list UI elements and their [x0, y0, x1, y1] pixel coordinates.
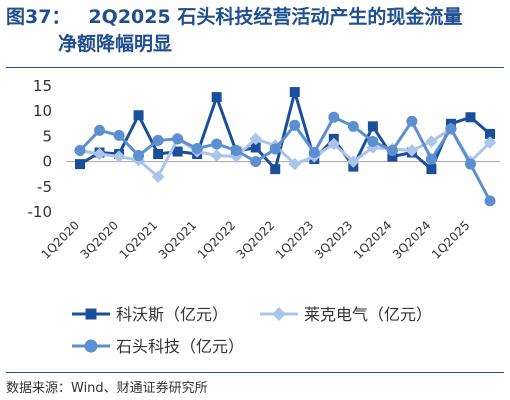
legend-marker-kewosi	[85, 308, 97, 320]
data-point-laike	[425, 135, 438, 148]
y-tick-label: 5	[42, 127, 52, 145]
data-point-kewosi	[387, 151, 398, 162]
y-tick-label: 0	[42, 153, 52, 171]
y-tick-label: 15	[33, 77, 52, 95]
series-line-kewosi	[79, 90, 491, 171]
data-point-shitou	[347, 120, 359, 132]
x-tick-label: 3Q2022	[234, 218, 278, 262]
data-point-shitou	[445, 123, 457, 135]
data-point-shitou	[211, 138, 223, 150]
x-tick-label: 1Q2025	[429, 218, 473, 262]
data-point-kewosi	[485, 128, 495, 139]
data-point-shitou	[425, 153, 437, 165]
y-tick-label: -5	[37, 178, 52, 196]
data-point-shitou	[464, 158, 476, 170]
data-point-laike	[483, 136, 497, 149]
data-point-kewosi	[426, 164, 437, 175]
data-point-kewosi	[250, 142, 261, 153]
data-point-kewosi	[153, 149, 164, 160]
data-point-shitou	[367, 135, 379, 147]
figure-label: 图37：	[6, 6, 71, 28]
data-point-shitou	[386, 145, 398, 157]
source-note: 数据来源：Wind、财通证券研究所	[6, 381, 208, 396]
x-tick-label: 1Q2024	[351, 218, 395, 262]
data-point-kewosi	[211, 92, 222, 103]
x-tick-label: 3Q2021	[156, 218, 200, 262]
source-divider	[6, 372, 504, 373]
line-chart: -10-50510151Q20203Q20201Q20213Q20211Q202…	[28, 77, 500, 356]
data-point-shitou	[113, 129, 125, 141]
series-line-laike	[79, 127, 492, 179]
data-point-laike	[151, 170, 165, 183]
data-point-shitou	[191, 142, 203, 154]
series-line-shitou	[78, 115, 492, 202]
legend-label-shitou: 石头科技（亿元）	[116, 337, 244, 356]
data-point-shitou	[328, 111, 340, 123]
x-tick-label: 1Q2020	[39, 218, 83, 262]
data-point-shitou	[308, 147, 320, 159]
y-tick-label: -10	[28, 203, 53, 221]
x-tick-label: 3Q2020	[78, 218, 122, 262]
data-point-kewosi	[465, 112, 476, 123]
title-line-1: 2Q2025 石头科技经营活动产生的现金流量	[88, 6, 463, 28]
data-point-laike	[112, 150, 126, 163]
data-point-shitou	[484, 195, 496, 207]
x-tick-label: 3Q2023	[312, 218, 356, 262]
data-point-shitou	[94, 124, 106, 136]
data-point-shitou	[230, 145, 242, 157]
legend-label-laike: 莱克电气（亿元）	[304, 305, 432, 324]
data-point-shitou	[250, 156, 262, 168]
x-tick-label: 1Q2021	[117, 218, 161, 262]
data-point-kewosi	[367, 121, 378, 132]
data-point-shitou	[172, 133, 184, 145]
data-point-laike	[249, 132, 262, 146]
x-tick-label: 1Q2023	[273, 218, 317, 262]
legend-marker-laike	[272, 307, 286, 321]
y-tick-label: 10	[33, 102, 52, 120]
data-point-laike	[347, 155, 360, 168]
legend-marker-shitou	[84, 339, 98, 353]
data-point-laike	[327, 137, 341, 151]
data-point-kewosi	[133, 110, 144, 121]
data-point-shitou	[269, 143, 281, 155]
title-line-2: 净额降幅明显	[58, 33, 173, 55]
data-point-shitou	[74, 145, 86, 157]
data-point-laike	[288, 157, 302, 171]
title-divider	[6, 67, 504, 68]
data-point-shitou	[289, 119, 301, 131]
data-point-laike	[93, 147, 106, 161]
legend-label-kewosi: 科沃斯（亿元）	[116, 305, 228, 324]
data-point-shitou	[152, 134, 164, 146]
x-tick-label: 1Q2022	[195, 218, 239, 262]
data-point-kewosi	[289, 87, 300, 98]
data-point-shitou	[133, 150, 145, 162]
data-point-kewosi	[270, 164, 281, 175]
data-point-shitou	[406, 115, 418, 127]
data-point-laike	[210, 149, 223, 162]
data-point-kewosi	[75, 159, 85, 170]
data-point-laike	[405, 144, 419, 157]
chart-title: 图37： 2Q2025 石头科技经营活动产生的现金流量 净额降幅明显	[6, 4, 506, 58]
x-tick-label: 3Q2024	[390, 218, 434, 262]
data-point-kewosi	[172, 146, 183, 157]
